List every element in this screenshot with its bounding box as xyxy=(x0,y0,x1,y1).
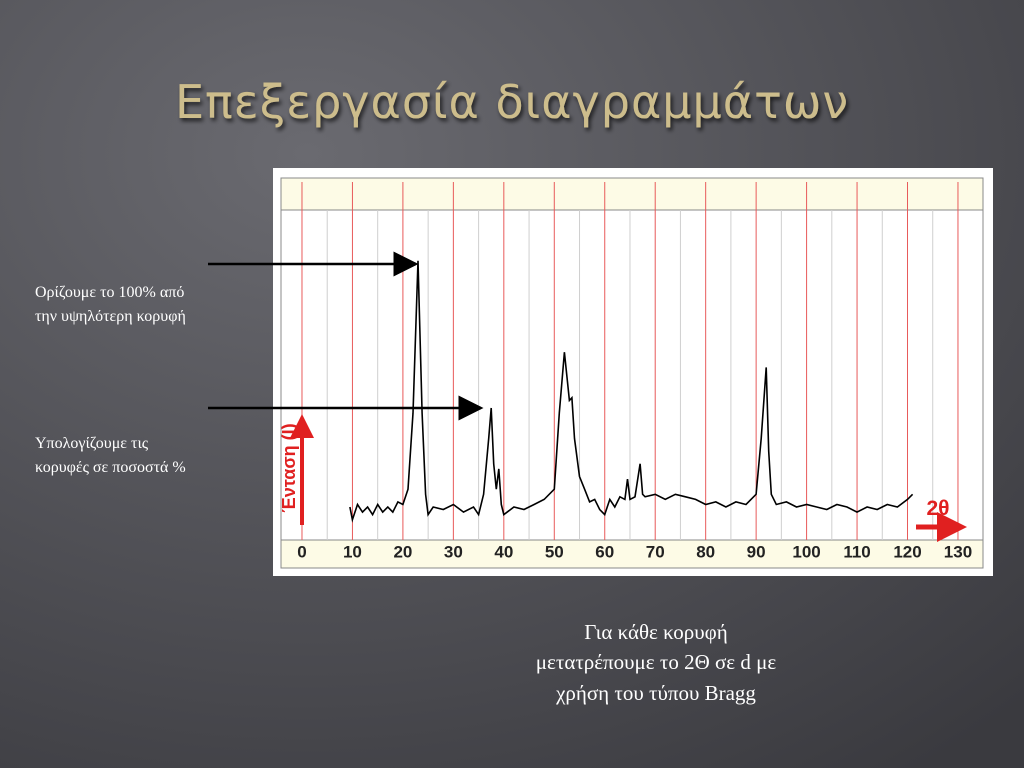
note-line: Υπολογίζουμε τις xyxy=(35,435,149,452)
note-line: Ορίζουμε το 100% από xyxy=(35,284,184,301)
plot-area xyxy=(280,209,984,541)
trace-line xyxy=(349,260,914,523)
caption-line: Για κάθε κορυφή xyxy=(584,620,727,644)
x-tick-label: 100 xyxy=(792,542,820,561)
x-tick-label: 70 xyxy=(646,542,665,561)
x-tick-label: 130 xyxy=(944,542,972,561)
x-tick-label: 20 xyxy=(393,542,412,561)
caption-line: μετατρέπουμε το 2Θ σε d με xyxy=(536,650,777,674)
slide-title: Επεξεργασία διαγραμμάτων xyxy=(175,75,849,129)
note-line: κορυφές σε ποσοστά % xyxy=(35,459,186,476)
y-axis-label: Ένταση (I) xyxy=(279,423,299,512)
x-axis-label: 2θ xyxy=(926,497,949,520)
x-tick-label: 120 xyxy=(893,542,921,561)
x-tick-label: 0 xyxy=(297,542,306,561)
x-tick-label: 50 xyxy=(545,542,564,561)
caption-line: χρήση του τύπου Bragg xyxy=(555,681,756,705)
x-tick-label: 80 xyxy=(696,542,715,561)
x-axis-band xyxy=(280,539,984,569)
x-tick-label: 10 xyxy=(343,542,362,561)
chart-header-band xyxy=(280,177,984,211)
x-tick-label: 90 xyxy=(747,542,766,561)
x-tick-label: 110 xyxy=(843,542,870,561)
x-tick-label: 30 xyxy=(444,542,463,561)
note-line: την υψηλότερη κορυφή xyxy=(35,308,186,325)
x-tick-label: 60 xyxy=(595,542,614,561)
x-tick-label: 40 xyxy=(494,542,513,561)
